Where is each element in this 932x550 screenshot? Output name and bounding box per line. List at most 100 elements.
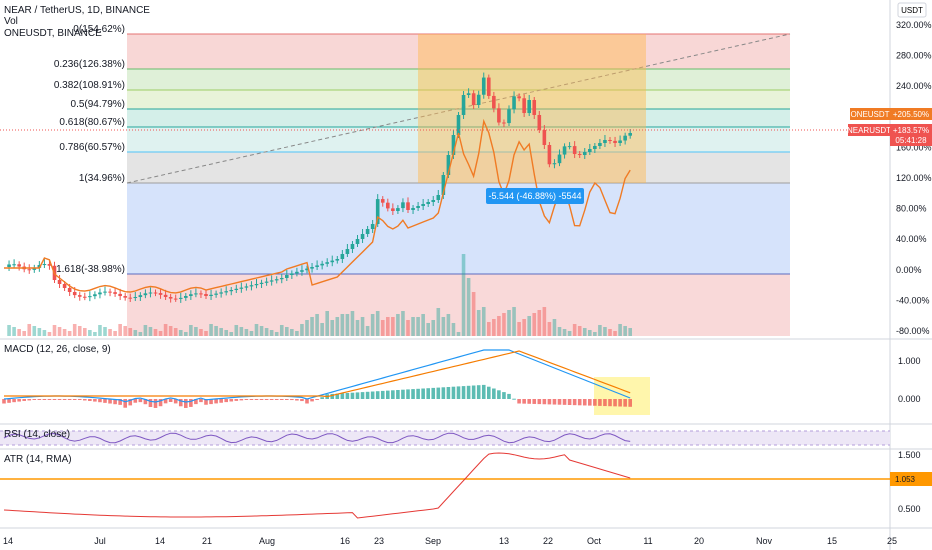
candle-body	[123, 296, 127, 298]
candle-body	[133, 297, 138, 299]
candle-body	[244, 286, 249, 288]
time-axis-tick: Sep	[425, 536, 441, 546]
atr-axis-tick: 1.500	[898, 450, 921, 460]
macd-histogram-bar	[128, 399, 133, 406]
candle-body	[108, 291, 112, 293]
volume-bar	[12, 327, 16, 336]
candle-body	[93, 294, 97, 297]
macd-histogram-bar	[593, 399, 597, 406]
macd-axis[interactable]: 1.000 0.000	[898, 356, 921, 404]
candle-body	[360, 234, 365, 239]
candle-body	[27, 269, 32, 271]
price-axis-tick: 160.00%	[896, 142, 932, 152]
volume-bar	[204, 331, 208, 336]
currency-button[interactable]	[897, 2, 927, 18]
volume-bar	[305, 320, 309, 336]
volume-bar	[269, 330, 274, 336]
oneusdt-value-badge	[890, 108, 932, 120]
volume-bar	[259, 326, 264, 336]
volume-legend[interactable]: Vol	[4, 16, 18, 27]
currency-button-label: USDT	[901, 6, 923, 15]
volume-bar	[401, 311, 405, 336]
macd-histogram-bar	[224, 399, 228, 403]
volume-bar	[47, 332, 52, 336]
candle-body	[310, 267, 314, 269]
candle-body	[189, 294, 193, 296]
fib-band-2	[127, 90, 790, 109]
candle-body	[103, 291, 107, 293]
time-axis-tick: Nov	[756, 536, 773, 546]
macd-histogram-bar	[335, 393, 340, 399]
candle-body	[173, 298, 178, 300]
macd-histogram-bar	[451, 386, 456, 399]
volume-bar	[52, 325, 57, 336]
volume-bar	[199, 329, 203, 336]
candlesticks	[7, 72, 632, 303]
oneusdt-symbol-badge	[850, 108, 890, 120]
candle-body	[37, 265, 42, 268]
candle-body	[431, 200, 436, 202]
volume-bar	[22, 331, 26, 336]
oneusdt-symbol-label: ONEUSDT	[850, 110, 889, 119]
candle-body	[98, 292, 102, 295]
macd-histogram-bar	[562, 399, 567, 405]
macd-histogram-bar	[320, 397, 324, 399]
rsi-line	[3, 432, 631, 444]
compare-legend[interactable]: ONEUSDT, BINANCE	[4, 28, 102, 39]
macd-axis-tick: 1.000	[898, 356, 921, 366]
fibonacci-retracement[interactable]	[126, 33, 791, 336]
macd-histogram-bar	[133, 399, 138, 403]
candle-body	[608, 140, 612, 141]
volume-bar	[522, 319, 526, 336]
symbol-title[interactable]: NEAR / TetherUS, 1D, BINANCE	[4, 5, 150, 16]
volume-bar	[446, 314, 451, 336]
candle-body	[577, 154, 582, 156]
macd-histogram-bar	[350, 392, 355, 399]
candle-body	[436, 195, 441, 200]
candle-body	[209, 294, 213, 296]
atr-title[interactable]: ATR (14, RMA)	[4, 454, 72, 465]
time-axis-tick: 13	[499, 536, 509, 546]
price-axis[interactable]: 320.00%280.00%240.00%200.00%160.00%120.0…	[896, 20, 932, 336]
candle-body	[512, 96, 516, 110]
time-axis-tick: 20	[694, 536, 704, 546]
price-axis-tick: 40.00%	[896, 234, 927, 244]
atr-axis[interactable]: 1.500 0.500	[898, 450, 921, 514]
price-axis-tick: 320.00%	[896, 20, 932, 30]
candle-body	[542, 130, 547, 145]
volume-bar	[360, 317, 365, 336]
macd-histogram-bar	[22, 399, 26, 401]
macd-axis-tick: 0.000	[898, 394, 921, 404]
macd-histogram-bar	[295, 399, 299, 401]
macd-title[interactable]: MACD (12, 26, close, 9)	[4, 344, 111, 355]
fib-label-7: 1.618(-38.98%)	[56, 264, 125, 275]
volume-bar	[72, 324, 77, 336]
time-axis-tick: 23	[374, 536, 384, 546]
macd-histogram-bar	[577, 399, 582, 406]
atr-value-label: 1.053	[895, 475, 916, 484]
macd-histogram-bar	[27, 399, 32, 401]
macd-histogram-bar	[466, 385, 471, 399]
macd-histogram-bar	[386, 390, 390, 399]
volume-bar	[244, 329, 249, 336]
volume-bar	[184, 332, 188, 336]
volume-bar	[77, 326, 82, 336]
candle-body	[562, 146, 567, 155]
volume-bar	[618, 324, 622, 336]
volume-bar	[436, 308, 441, 336]
rsi-title[interactable]: RSI (14, close)	[4, 429, 70, 440]
macd-histogram-bar	[487, 386, 491, 399]
time-axis[interactable]: 14 Jul 14 21 Aug 16 23 Sep 13 22 Oct 11 20 Nov 15 25	[3, 536, 897, 546]
macd-histogram-bar	[189, 399, 193, 407]
macd-histogram-bar	[138, 399, 143, 403]
candle-body	[239, 287, 244, 289]
nearusdt-symbol-badge	[848, 124, 890, 136]
price-axis-tick: 120.00%	[896, 173, 932, 183]
volume-bar	[406, 320, 410, 336]
volume-bar	[325, 311, 329, 336]
macd-histogram-bar	[290, 399, 294, 401]
time-axis-tick: 14	[155, 536, 165, 546]
macd-histogram-bar	[62, 399, 67, 400]
time-axis-tick: 14	[3, 536, 13, 546]
